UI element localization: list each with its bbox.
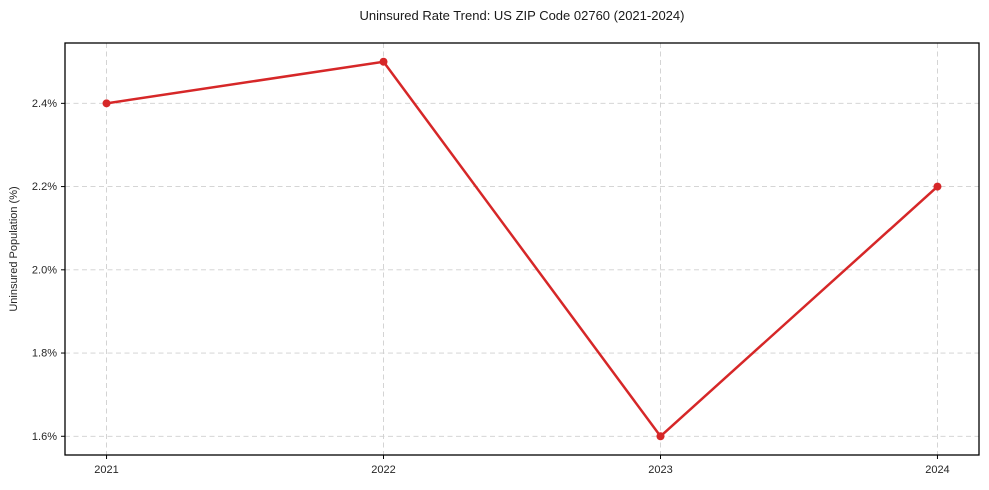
data-point [933,182,942,191]
x-tick-label: 2024 [925,464,949,476]
x-tick-label: 2021 [94,464,118,476]
data-point [656,432,665,441]
y-tick-label: 2.0% [32,264,57,276]
y-tick-label: 2.4% [32,98,57,110]
y-tick-label: 2.2% [32,181,57,193]
data-point [102,99,111,108]
x-tick-label: 2022 [371,464,395,476]
trend-line [105,60,939,438]
data-point [379,57,388,66]
y-tick-label: 1.6% [32,431,57,443]
y-tick-label: 1.8% [32,348,57,360]
chart-title: Uninsured Rate Trend: US ZIP Code 02760 … [359,8,685,23]
plot-border [64,42,980,456]
x-tick-label: 2023 [648,464,672,476]
